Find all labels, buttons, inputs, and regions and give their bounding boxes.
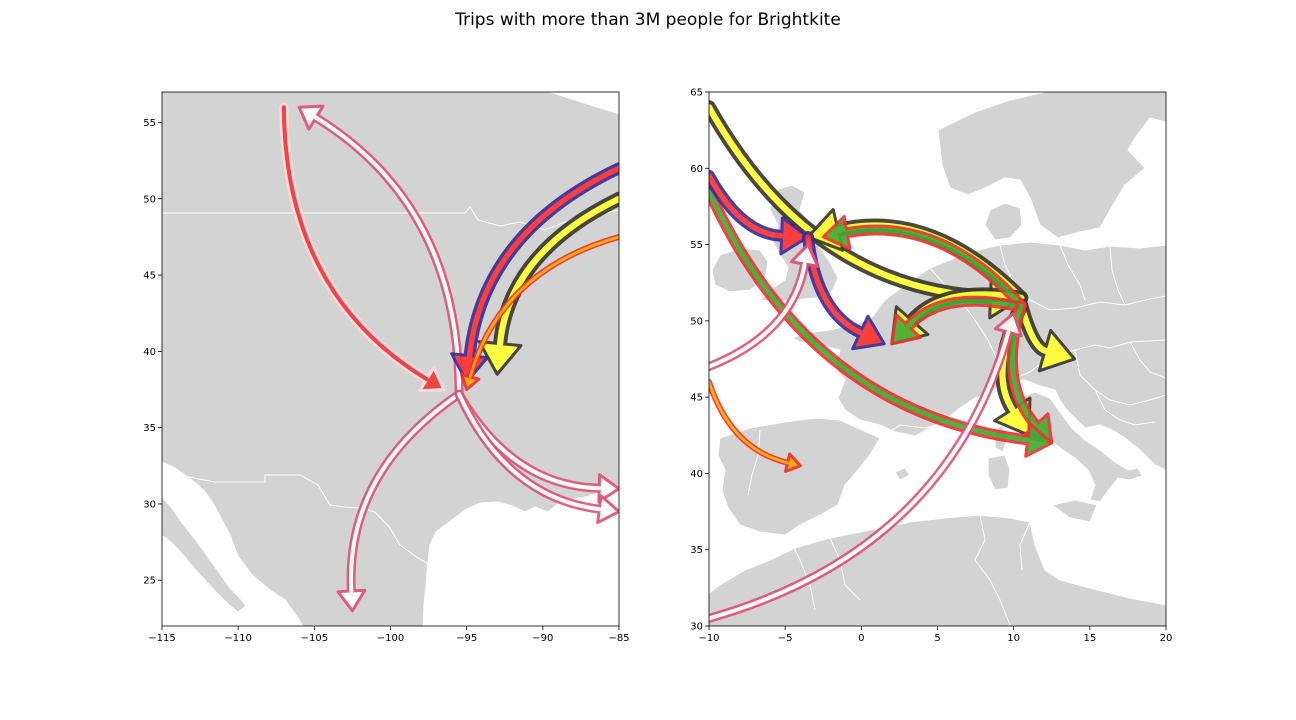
x-tick-label: −90 [532,633,553,644]
x-tick-label: −100 [377,633,404,644]
y-tick-label: 45 [690,393,703,404]
flow-arrow [709,311,1023,623]
flow-arrow [709,243,820,372]
x-tick-label: −105 [301,633,328,644]
flow-arrow [709,378,802,474]
flow-arrow [709,169,810,256]
x-tick-label: 0 [858,633,864,644]
y-tick-label: 55 [690,240,703,251]
x-tick-label: −10 [698,633,719,644]
x-tick-label: 15 [1083,633,1096,644]
land-italy [1019,391,1143,503]
y-tick-label: 40 [690,469,703,480]
y-tick-label: 35 [690,545,703,556]
flow-arrow [890,295,1020,346]
figure-title: Trips with more than 3M people for Brigh… [455,10,841,30]
y-tick-label: 65 [690,88,703,99]
y-tick-label: 25 [143,576,156,587]
x-tick-label: −115 [148,633,175,644]
flow-arrow [821,214,1027,312]
x-tick-label: −5 [778,633,793,644]
x-tick-label: −110 [224,633,251,644]
y-tick-label: 30 [143,499,156,510]
x-tick-label: 10 [1007,633,1020,644]
flow-arrow [336,389,464,613]
x-tick-label: 20 [1160,633,1173,644]
map-europe: −10 −5 0 5 10 15 20 30 35 40 45 50 55 60 65 [690,88,1172,645]
baja-peninsula [162,496,247,613]
flow-arrow [454,389,619,525]
y-tick-label: 45 [143,271,156,282]
land-sardinia [987,454,1011,491]
y-tick-label: 50 [143,194,156,205]
flow-arrow [279,102,446,393]
flow-arrow [297,104,464,399]
y-tick-label: 55 [143,118,156,129]
land-balearic [894,467,911,481]
y-tick-label: 60 [690,164,703,175]
flows-north-america [279,102,619,613]
x-tick-label: 5 [934,633,940,644]
x-tick-label: −85 [608,633,629,644]
y-tick-label: 50 [690,316,703,327]
y-tick-label: 30 [690,622,703,633]
flow-arrow [460,233,619,392]
x-tick-label: −95 [456,633,477,644]
flow-arrow [477,191,619,376]
y-tick-label: 35 [143,423,156,434]
y-tick-label: 40 [143,347,156,358]
ticks-north-america: −115 −110 −105 −100 −95 −90 −85 25 30 35 40 45 50 55 [143,118,629,644]
flows-europe [709,100,1077,623]
map-north-america: −115 −110 −105 −100 −95 −90 −85 25 30 35 40 45 50 55 [143,91,630,644]
ticks-europe: −10 −5 0 5 10 15 20 30 35 40 45 50 55 60 65 [690,88,1172,645]
land-denmark [984,202,1023,241]
land-sicily [1050,499,1098,523]
land-scandinavia [937,92,1166,239]
us-mexico-border [162,471,433,567]
